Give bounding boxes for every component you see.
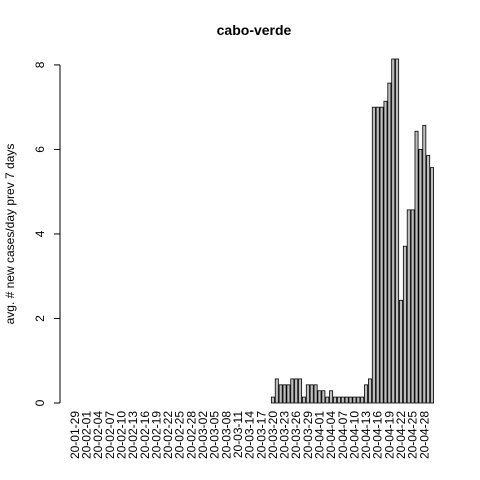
x-tick-label: 20-03-17 <box>254 411 268 459</box>
x-tick-label: 20-02-04 <box>91 411 105 459</box>
bar <box>406 209 411 404</box>
x-tick-label: 20-02-22 <box>161 411 175 459</box>
x-tick-label: 20-04-16 <box>371 411 385 459</box>
x-tick-label: 20-02-19 <box>149 411 163 459</box>
chart-title: cabo-verde <box>217 22 292 38</box>
bar <box>274 378 279 404</box>
x-tick-label: 20-02-10 <box>115 411 129 459</box>
x-tick-label: 20-04-01 <box>312 411 326 459</box>
bar <box>344 396 349 404</box>
bar <box>418 149 423 404</box>
bar <box>282 384 287 404</box>
bar <box>309 384 314 404</box>
x-tick-label: 20-02-01 <box>80 411 94 459</box>
y-tick-label: 2 <box>33 315 47 322</box>
bar <box>325 396 330 404</box>
bar <box>333 396 337 404</box>
bar <box>379 106 384 404</box>
x-tick-label: 20-04-22 <box>394 411 408 459</box>
bar <box>294 378 299 404</box>
x-tick-label: 20-03-08 <box>219 411 233 459</box>
x-tick-label: 20-04-25 <box>406 411 420 459</box>
bar <box>426 154 431 404</box>
bar <box>410 209 415 404</box>
bar <box>375 106 380 404</box>
bar <box>414 130 419 404</box>
x-tick-label: 20-04-04 <box>324 411 338 459</box>
x-tick-label: 20-04-28 <box>417 411 431 459</box>
x-tick-label: 20-04-10 <box>347 411 361 459</box>
x-tick-label: 20-02-07 <box>103 411 117 459</box>
bar <box>430 167 435 404</box>
x-tick-label: 20-03-05 <box>208 411 222 459</box>
bar <box>383 100 388 404</box>
bar <box>391 58 396 404</box>
x-tick-label: 20-03-11 <box>231 411 245 458</box>
bar <box>290 378 295 404</box>
bar <box>422 124 427 404</box>
y-tick-label: 0 <box>33 399 47 406</box>
bar <box>356 396 361 404</box>
bar <box>336 396 341 404</box>
x-tick-label: 20-03-14 <box>243 411 257 459</box>
y-tick-label: 8 <box>33 61 47 68</box>
bar <box>402 245 407 404</box>
y-axis-label: avg. # new cases/day prev 7 days <box>3 144 17 325</box>
bar <box>395 58 400 404</box>
x-tick-label: 20-03-23 <box>278 411 292 459</box>
bar <box>321 390 326 404</box>
bar <box>348 396 353 404</box>
x-tick-label: 20-03-29 <box>301 411 315 459</box>
bar <box>367 378 372 404</box>
x-tick-label: 20-01-29 <box>68 411 82 459</box>
bar <box>270 396 275 404</box>
bar <box>364 384 369 404</box>
bar <box>278 384 283 404</box>
x-tick-label: 20-03-02 <box>196 411 210 459</box>
x-tick-label: 20-03-20 <box>266 411 280 459</box>
x-tick-label: 20-03-26 <box>289 411 303 459</box>
y-tick-label: 4 <box>33 230 47 237</box>
x-tick-label: 20-02-16 <box>138 411 152 459</box>
bar <box>305 384 310 404</box>
bar <box>329 390 334 404</box>
bar <box>286 384 291 404</box>
bar <box>313 384 318 404</box>
bar <box>360 396 365 404</box>
x-tick-label: 20-02-13 <box>126 411 140 459</box>
bar <box>340 396 345 404</box>
bar <box>352 396 357 404</box>
bar <box>302 396 306 404</box>
y-tick-label: 6 <box>33 146 47 153</box>
x-tick-label: 20-04-07 <box>336 411 350 459</box>
bar <box>399 299 403 404</box>
x-tick-label: 20-02-25 <box>173 411 187 459</box>
x-tick-label: 20-04-19 <box>382 411 396 459</box>
bar <box>387 82 392 404</box>
bar <box>317 390 322 404</box>
x-tick-label: 20-04-13 <box>359 411 373 459</box>
bar <box>371 106 376 404</box>
x-tick-label: 20-02-28 <box>184 411 198 459</box>
bar <box>298 378 303 404</box>
